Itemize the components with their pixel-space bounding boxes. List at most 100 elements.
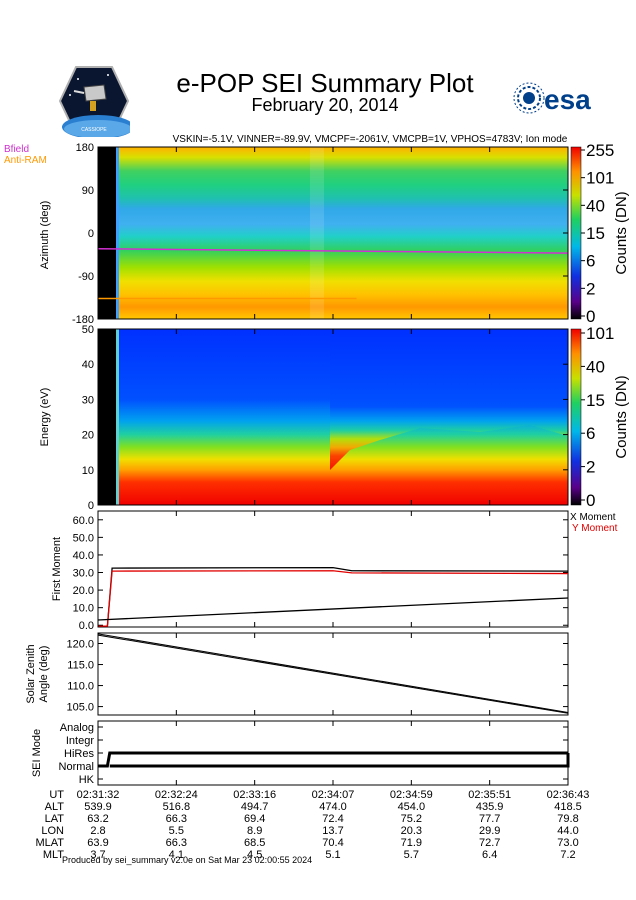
ephemeris-value: 8.9 <box>247 825 262 837</box>
first-moment-tick-label: 50.0 <box>73 532 94 544</box>
azimuth-tick-label: -180 <box>72 314 94 326</box>
params-caption: VSKIN=-5.1V, VINNER=-89.9V, VMCPF=-2061V… <box>173 134 568 145</box>
first-moment-lines <box>97 566 569 627</box>
energy-colorbar-tick-label: 6 <box>586 424 595 443</box>
first-moment-tick-label: 0.0 <box>79 620 94 632</box>
ephemeris-value: 72.4 <box>322 813 343 825</box>
solar-zenith-tick-label: 120.0 <box>66 639 94 651</box>
energy-tick-label: 40 <box>82 359 94 371</box>
ephemeris-value: 29.9 <box>479 825 500 837</box>
ephemeris-value: 7.2 <box>560 849 575 861</box>
sei-mode-outline <box>109 753 570 768</box>
ephemeris-time: 02:33:16 <box>233 789 276 801</box>
ephemeris-value: 73.0 <box>557 837 578 849</box>
solar-zenith-tick-label: 115.0 <box>67 660 94 672</box>
ephemeris-value: 69.4 <box>244 813 265 825</box>
energy-colorbar-tick-label: 40 <box>586 357 605 376</box>
ephemeris-value: 20.3 <box>401 825 422 837</box>
ephemeris-value: 79.8 <box>557 813 578 825</box>
svg-text:esa: esa <box>544 84 591 115</box>
ephemeris-value: 435.9 <box>476 801 504 813</box>
ephemeris-time: 02:32:24 <box>155 789 198 801</box>
ephemeris-row-label: LON <box>41 825 64 837</box>
azimuth-colorbar-label: Counts (DN) <box>613 191 630 274</box>
sei-mode-ylabel: SEI Mode <box>31 729 43 777</box>
ephemeris-value: 13.7 <box>322 825 343 837</box>
ephemeris-value: 72.7 <box>479 837 500 849</box>
first-moment-series-2 <box>98 570 569 627</box>
energy-nodata-strip <box>98 329 118 505</box>
first-moment-tick-label: 30.0 <box>73 568 94 580</box>
ephemeris-value: 66.3 <box>166 813 187 825</box>
ephemeris-value: 63.2 <box>87 813 108 825</box>
ephemeris-value: 6.4 <box>482 849 497 861</box>
azimuth-colorbar-tick-label: 15 <box>586 224 605 243</box>
ephemeris-row-label: MLT <box>43 849 64 861</box>
ephemeris-value: 5.1 <box>325 849 340 861</box>
sei-mode-level-label: HiRes <box>64 748 94 760</box>
bfield-line <box>97 248 569 254</box>
energy-ylabel: Energy (eV) <box>39 388 51 447</box>
first-moment-ylabel: First Moment <box>51 537 63 601</box>
energy-colorbar-ticks: 101 40 15 6 2 0 <box>581 324 614 510</box>
ephemeris-time: 02:31:32 <box>77 789 120 801</box>
solar-zenith-tick-label: 105.0 <box>66 702 94 714</box>
azimuth-colorbar-tick-label: 40 <box>586 196 605 215</box>
azimuth-colorbar-ticks: 255 101 40 15 6 2 0 <box>581 141 614 326</box>
solar-zenith-ylabel-1: Solar Zenith <box>25 644 37 703</box>
ephemeris-value: 70.4 <box>322 837 343 849</box>
first-moment-tick-label: 20.0 <box>73 585 94 597</box>
azimuth-colorbar-tick-label: 2 <box>586 279 595 298</box>
azimuth-panel: 180 90 0 -90 -180 Azimuth (deg) Bfield Anti-… <box>4 141 630 326</box>
energy-colorbar-tick-label: 0 <box>586 491 595 510</box>
ephemeris-value: 77.7 <box>479 813 500 825</box>
azimuth-ylabel: Azimuth (deg) <box>39 201 51 269</box>
energy-colorbar-tick-label: 101 <box>586 324 614 343</box>
azimuth-colorbar-tick-label: 101 <box>586 169 614 188</box>
y-moment-legend: Y Moment <box>572 523 618 534</box>
sei-mode-series <box>98 751 568 768</box>
ephemeris-row-label: LAT <box>45 813 65 825</box>
first-moment-panel: 60.0 50.0 40.0 30.0 20.0 10.0 0.0 First Moment… <box>51 510 618 632</box>
energy-colorbar-label: Counts (DN) <box>613 375 630 458</box>
x-moment-legend: X Moment <box>570 512 616 523</box>
azimuth-tick-label: 180 <box>76 142 94 154</box>
sei-mode-line <box>98 751 570 768</box>
solar-zenith-tick-label: 110.0 <box>67 681 94 693</box>
time-x-ticks <box>97 147 569 785</box>
first-moment-tick-label: 10.0 <box>73 603 94 615</box>
sei-mode-level-label: Analog <box>60 722 94 734</box>
energy-tick-label: 0 <box>88 500 94 512</box>
azimuth-tick-label: 90 <box>82 185 94 197</box>
energy-colorbar <box>570 328 582 506</box>
ephemeris-row-label: ALT <box>45 801 65 813</box>
energy-colorbar-tick-label: 2 <box>586 458 595 477</box>
solar-zenith-series-2 <box>97 634 569 714</box>
first-moment-tick-label: 40.0 <box>73 550 94 562</box>
energy-tick-label: 10 <box>82 465 94 477</box>
azimuth-colorbar-tick-label: 6 <box>586 252 595 271</box>
footer-produced-by: Produced by sei_summary v2.0e on Sat Mar… <box>62 855 312 865</box>
ephemeris-value: 66.3 <box>166 837 187 849</box>
epop-logo: CASSIOPE <box>58 65 134 139</box>
antiram-legend: Anti-RAM <box>4 155 47 166</box>
ephemeris-value: 2.8 <box>90 825 105 837</box>
ephemeris-value: 4.5 <box>247 849 262 861</box>
azimuth-colorbar-tick-label: 0 <box>586 307 595 326</box>
first-moment-y-ticks: 60.0 50.0 40.0 30.0 20.0 10.0 0.0 <box>73 515 568 632</box>
page-title: e-POP SEI Summary Plot <box>176 68 474 98</box>
azimuth-tick-label: 0 <box>88 228 94 240</box>
ephemeris-value: 494.7 <box>241 801 269 813</box>
ephemeris-value: 454.0 <box>398 801 426 813</box>
ephemeris-time: 02:34:07 <box>312 789 355 801</box>
plot-date: February 20, 2014 <box>251 95 399 115</box>
first-moment-tick-label: 60.0 <box>73 515 94 527</box>
ephemeris-value: 5.7 <box>404 849 419 861</box>
energy-y-ticks: 50 40 30 20 10 0 <box>82 324 568 512</box>
ephemeris-value: 63.9 <box>87 837 108 849</box>
